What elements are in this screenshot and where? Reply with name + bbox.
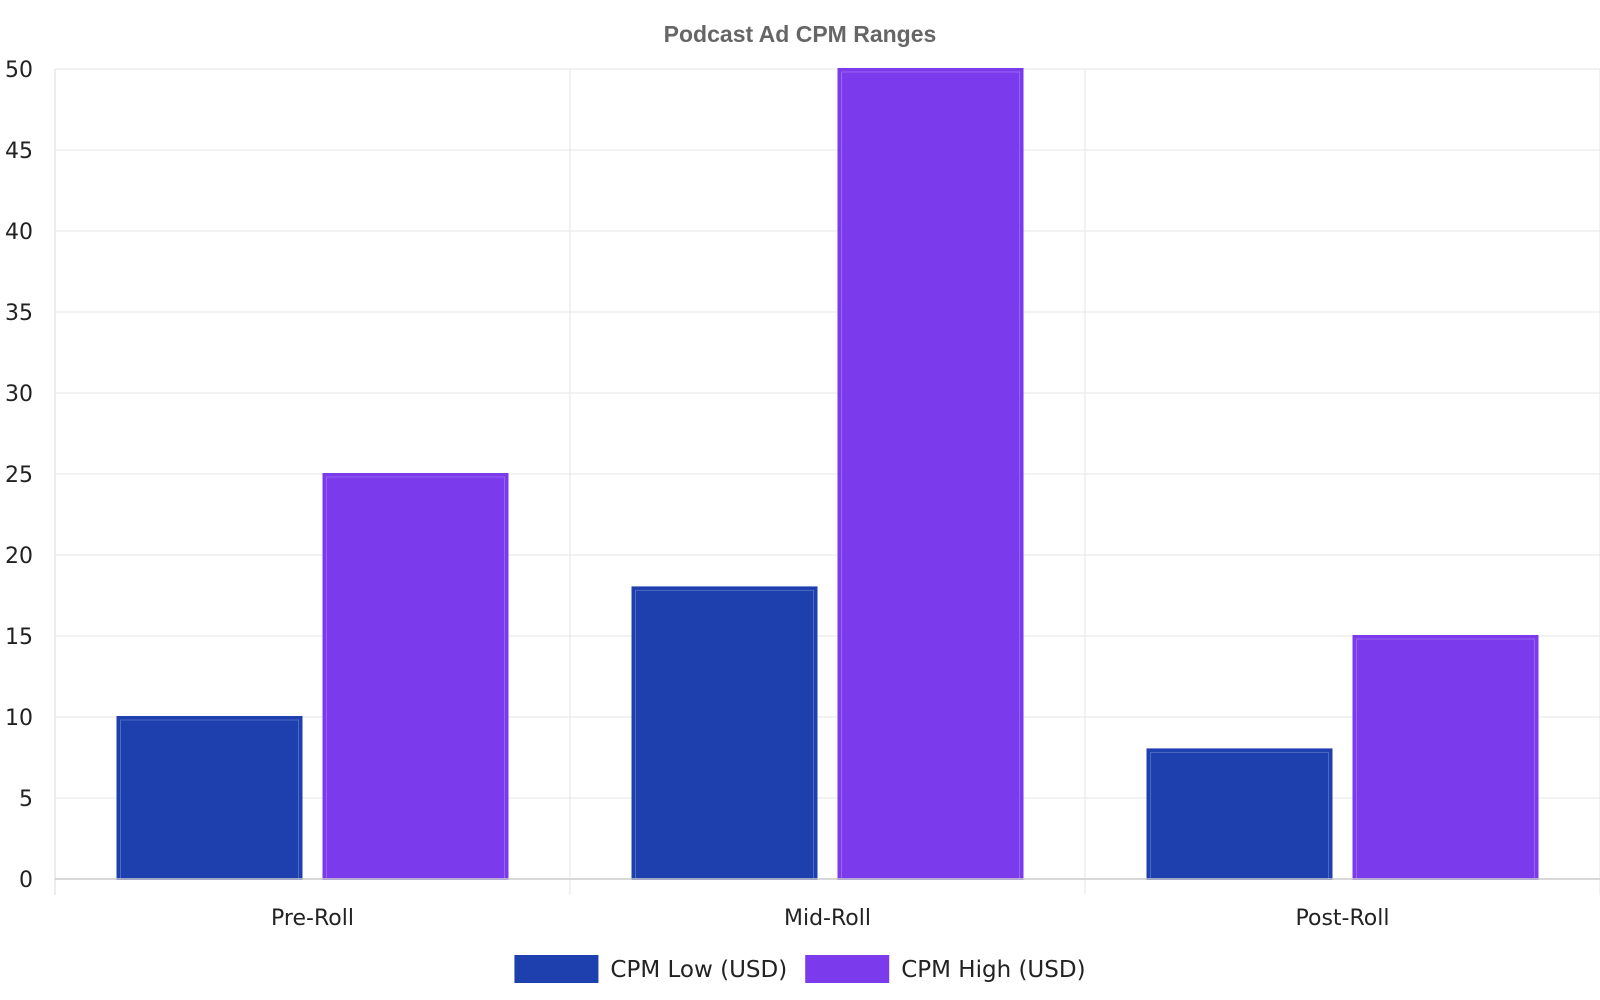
y-tick-label: 35	[5, 301, 33, 326]
legend-item-2[interactable]: CPM High (USD)	[805, 955, 1086, 983]
y-tick-label: 30	[5, 382, 33, 407]
y-tick-label: 5	[19, 787, 33, 812]
y-tick-label: 50	[5, 58, 33, 83]
y-tick-label: 40	[5, 220, 33, 245]
bar-pre-roll-series-2[interactable]	[322, 473, 509, 880]
y-tick-label: 45	[5, 139, 33, 164]
y-tick-label: 15	[5, 625, 33, 650]
bar-mid-roll-series-2[interactable]	[837, 68, 1024, 880]
y-tick-label: 25	[5, 463, 33, 488]
y-tick-label: 20	[5, 544, 33, 569]
bar-post-roll-series-1[interactable]	[1146, 748, 1333, 881]
bar-pre-roll-series-1[interactable]	[116, 716, 303, 880]
y-tick-label: 0	[19, 868, 33, 893]
x-tick-label: Pre-Roll	[271, 906, 354, 931]
legend: CPM Low (USD) CPM High (USD)	[514, 955, 1086, 983]
chart-title: Podcast Ad CPM Ranges	[664, 21, 937, 47]
x-tick-label: Post-Roll	[1296, 906, 1390, 931]
legend-item-1[interactable]: CPM Low (USD)	[514, 955, 787, 983]
bar-mid-roll-series-1[interactable]	[631, 586, 818, 881]
legend-label: CPM High (USD)	[901, 957, 1085, 983]
x-tick-label: Mid-Roll	[784, 906, 871, 931]
y-tick-label: 10	[5, 706, 33, 731]
axes: 0 5 10 15 20 25 30 35 40 45 50 Pre-Roll Mid-Roll Post…	[5, 58, 1600, 931]
legend-swatch	[514, 955, 599, 983]
legend-label: CPM Low (USD)	[610, 957, 787, 983]
bar-post-roll-series-2[interactable]	[1352, 635, 1539, 880]
legend-swatch	[805, 955, 890, 983]
